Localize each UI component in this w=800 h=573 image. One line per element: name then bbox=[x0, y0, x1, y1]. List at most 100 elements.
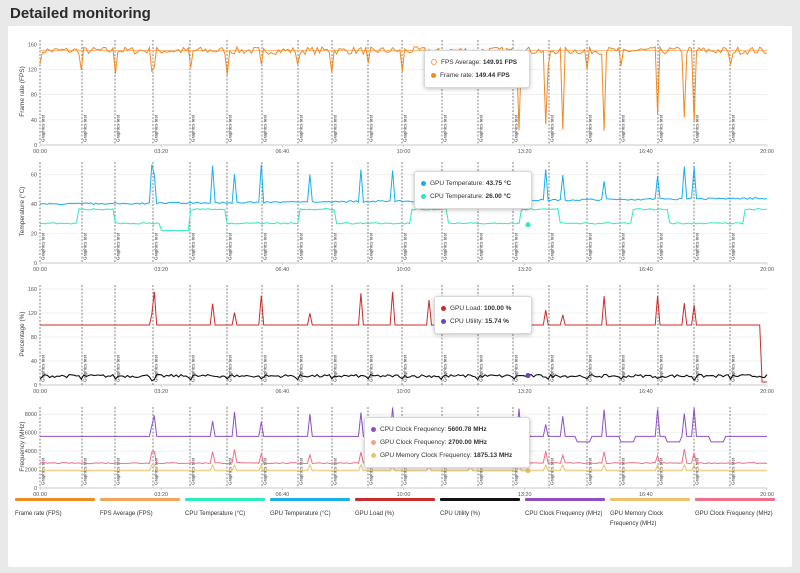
monitoring-card bbox=[8, 26, 792, 567]
graphics-test-label: Graphics test bbox=[191, 114, 196, 142]
graphics-test-label: Graphics test bbox=[403, 354, 408, 382]
legend-swatch bbox=[695, 498, 775, 501]
y-tick-label: 80 bbox=[31, 93, 37, 99]
legend-swatch bbox=[185, 498, 265, 501]
legend-item[interactable]: CPU Clock Frequency (MHz) bbox=[525, 498, 605, 519]
series-line-gpu-load bbox=[40, 291, 767, 383]
series-dot bbox=[431, 72, 436, 78]
graphics-test-label: Graphics test bbox=[299, 232, 304, 260]
legend-item[interactable]: GPU Temperature (°C) bbox=[270, 498, 350, 519]
series-line-cpu-temperature bbox=[39, 207, 768, 232]
tooltip-row: GPU Temperature: 43.75 °C bbox=[421, 177, 525, 190]
tooltip-row: GPU Load: 100.00 % bbox=[441, 302, 525, 315]
graphics-test-label: Graphics test bbox=[731, 114, 736, 142]
legend-label: GPU Memory Clock Frequency (MHz) bbox=[610, 511, 664, 527]
series-dot bbox=[421, 180, 426, 186]
x-tick-label: 16:40 bbox=[639, 389, 653, 395]
graphics-test-label: Graphics test bbox=[479, 114, 484, 142]
graphics-test-label: Graphics test bbox=[263, 114, 268, 142]
x-tick-label: 06:40 bbox=[275, 149, 289, 155]
y-tick-label: 20 bbox=[31, 232, 37, 238]
graphics-test-label: Graphics test bbox=[154, 114, 159, 142]
x-tick-label: 20:00 bbox=[760, 149, 774, 155]
graphics-test-label: Graphics test bbox=[299, 354, 304, 382]
legend-item[interactable]: GPU Load (%) bbox=[355, 498, 435, 519]
legend-label: CPU Temperature (°C) bbox=[185, 511, 246, 517]
y-tick-label: 40 bbox=[31, 202, 37, 208]
x-tick-label: 00:00 bbox=[33, 492, 47, 498]
y-tick-label: 4000 bbox=[25, 449, 37, 455]
legend-label: GPU Clock Frequency (MHz) bbox=[695, 511, 773, 517]
legend-label: Frame rate (FPS) bbox=[15, 511, 62, 517]
graphics-test-label: Graphics test bbox=[695, 354, 700, 382]
tooltip-percentage: GPU Load: 100.00 % CPU Utility: 15.74 % bbox=[434, 296, 532, 334]
chart-legend: Frame rate (FPS) FPS Average (FPS) CPU Tem… bbox=[15, 498, 785, 558]
x-tick-label: 16:40 bbox=[639, 267, 653, 273]
x-tick-label: 13:20 bbox=[518, 149, 532, 155]
tooltip-row: Frame rate: 149.44 FPS bbox=[431, 69, 523, 82]
x-tick-label: 10:00 bbox=[397, 267, 411, 273]
graphics-test-label: Graphics test bbox=[369, 354, 374, 382]
graphics-test-label: Graphics test bbox=[695, 232, 700, 260]
graphics-test-label: Graphics test bbox=[659, 114, 664, 142]
graphics-test-label: Graphics test bbox=[263, 232, 268, 260]
graphics-test-label: Graphics test bbox=[116, 114, 121, 142]
x-tick-label: 03:20 bbox=[154, 267, 168, 273]
graphics-test-label: Graphics test bbox=[116, 232, 121, 260]
legend-label: CPU Utility (%) bbox=[440, 511, 480, 517]
legend-item[interactable]: FPS Average (FPS) bbox=[100, 498, 180, 519]
graphics-test-label: Graphics test bbox=[333, 114, 338, 142]
graphics-test-label: Graphics test bbox=[479, 232, 484, 260]
x-tick-label: 20:00 bbox=[760, 492, 774, 498]
graphics-test-label: Graphics test bbox=[369, 114, 374, 142]
x-tick-label: 03:20 bbox=[154, 389, 168, 395]
legend-swatch bbox=[440, 498, 520, 501]
graphics-test-label: Graphics test bbox=[443, 354, 448, 382]
legend-label: GPU Temperature (°C) bbox=[270, 511, 331, 517]
graphics-test-label: Graphics test bbox=[263, 354, 268, 382]
hover-point-gpu-memory-clock bbox=[525, 468, 531, 474]
graphics-test-label: Graphics test bbox=[191, 354, 196, 382]
legend-item[interactable]: Frame rate (FPS) bbox=[15, 498, 95, 519]
legend-swatch bbox=[270, 498, 350, 501]
x-tick-label: 16:40 bbox=[639, 149, 653, 155]
y-tick-label: 120 bbox=[28, 67, 37, 73]
graphics-test-label: Graphics test bbox=[550, 354, 555, 382]
legend-item[interactable]: GPU Memory Clock Frequency (MHz) bbox=[610, 498, 690, 529]
x-tick-label: 16:40 bbox=[639, 492, 653, 498]
graphics-test-label: Graphics test bbox=[41, 354, 46, 382]
series-dot bbox=[371, 452, 376, 458]
tooltip-row: FPS Average: 149.91 FPS bbox=[431, 56, 523, 69]
page-title: Detailed monitoring bbox=[10, 5, 151, 22]
x-tick-label: 13:20 bbox=[518, 492, 532, 498]
tooltip-row: GPU Memory Clock Frequency: 1875.13 MHz bbox=[371, 449, 523, 462]
graphics-test-label: Graphics test bbox=[369, 232, 374, 260]
graphics-test-label: Graphics test bbox=[154, 232, 159, 260]
legend-swatch bbox=[15, 498, 95, 501]
graphics-test-label: Graphics test bbox=[154, 354, 159, 382]
x-tick-label: 13:20 bbox=[518, 389, 532, 395]
x-tick-label: 13:20 bbox=[518, 267, 532, 273]
graphics-test-label: Graphics test bbox=[588, 232, 593, 260]
graphics-test-label: Graphics test bbox=[550, 232, 555, 260]
legend-label: GPU Load (%) bbox=[355, 511, 395, 517]
graphics-test-label: Graphics test bbox=[659, 354, 664, 382]
series-dot bbox=[441, 318, 446, 324]
graphics-test-label: Graphics test bbox=[41, 232, 46, 260]
graphics-test-label: Graphics test bbox=[514, 354, 519, 382]
tooltip-frequency: CPU Clock Frequency: 5600.78 MHz GPU Clo… bbox=[364, 417, 530, 468]
tooltip-row: CPU Utility: 15.74 % bbox=[441, 315, 525, 328]
legend-label: CPU Clock Frequency (MHz) bbox=[525, 511, 603, 517]
series-dot bbox=[431, 59, 437, 66]
graphics-test-label: Graphics test bbox=[588, 114, 593, 142]
legend-item[interactable]: CPU Temperature (°C) bbox=[185, 498, 265, 519]
tooltip-row: GPU Clock Frequency: 2700.00 MHz bbox=[371, 436, 523, 449]
y-tick-label: 160 bbox=[28, 42, 37, 48]
legend-item[interactable]: CPU Utility (%) bbox=[440, 498, 520, 519]
graphics-test-label: Graphics test bbox=[514, 232, 519, 260]
graphics-test-label: Graphics test bbox=[731, 354, 736, 382]
y-tick-label: 40 bbox=[31, 118, 37, 124]
graphics-test-label: Graphics test bbox=[299, 114, 304, 142]
series-dot bbox=[421, 193, 426, 199]
legend-item[interactable]: GPU Clock Frequency (MHz) bbox=[695, 498, 775, 519]
